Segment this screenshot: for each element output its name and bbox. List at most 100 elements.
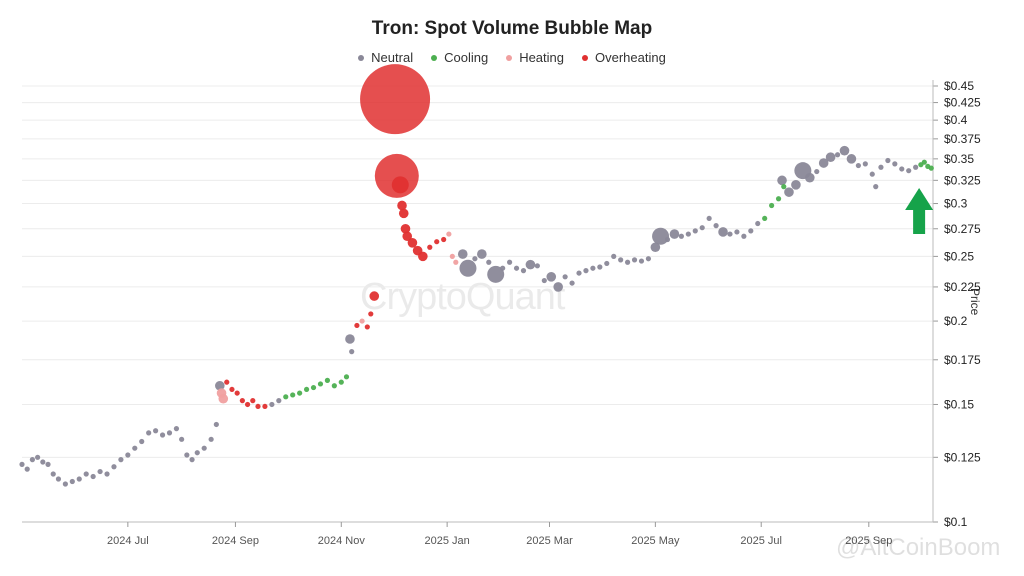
bubble-neutral[interactable] xyxy=(486,259,492,265)
bubble-neutral[interactable] xyxy=(611,253,617,259)
bubble-overheating[interactable] xyxy=(255,403,261,410)
bubble-heating[interactable] xyxy=(453,259,459,265)
bubble-neutral[interactable] xyxy=(76,476,82,482)
bubble-neutral[interactable] xyxy=(664,236,671,243)
bubble-neutral[interactable] xyxy=(194,450,200,456)
bubble-neutral[interactable] xyxy=(457,249,468,259)
bubble-neutral[interactable] xyxy=(19,461,25,467)
bubble-overheating[interactable] xyxy=(239,398,245,404)
bubble-neutral[interactable] xyxy=(500,265,506,271)
bubble-neutral[interactable] xyxy=(777,175,787,186)
bubble-neutral[interactable] xyxy=(638,258,645,264)
bubble-neutral[interactable] xyxy=(132,445,138,451)
bubble-neutral[interactable] xyxy=(215,380,225,391)
bubble-neutral[interactable] xyxy=(839,145,850,156)
bubble-neutral[interactable] xyxy=(269,401,275,408)
bubble-heating[interactable] xyxy=(218,393,229,404)
bubble-overheating[interactable] xyxy=(244,401,251,408)
bubble-neutral[interactable] xyxy=(487,265,505,283)
bubble-neutral[interactable] xyxy=(650,242,661,253)
bubble-overheating[interactable] xyxy=(407,237,418,248)
bubble-neutral[interactable] xyxy=(69,478,75,485)
bubble-overheating[interactable] xyxy=(360,64,431,135)
bubble-overheating[interactable] xyxy=(369,291,380,301)
bubble-neutral[interactable] xyxy=(713,223,719,229)
bubble-neutral[interactable] xyxy=(878,164,884,170)
bubble-neutral[interactable] xyxy=(692,228,698,234)
bubble-neutral[interactable] xyxy=(166,430,173,436)
bubble-neutral[interactable] xyxy=(814,168,820,175)
bubble-cooling[interactable] xyxy=(303,386,310,393)
bubble-neutral[interactable] xyxy=(913,164,919,170)
bubble-neutral[interactable] xyxy=(179,436,185,442)
bubble-overheating[interactable] xyxy=(224,379,230,385)
bubble-neutral[interactable] xyxy=(791,180,801,190)
bubble-overheating[interactable] xyxy=(250,398,256,404)
bubble-neutral[interactable] xyxy=(590,265,596,271)
bubble-overheating[interactable] xyxy=(427,244,433,250)
bubble-neutral[interactable] xyxy=(784,187,794,197)
bubble-cooling[interactable] xyxy=(290,392,296,398)
bubble-overheating[interactable] xyxy=(234,390,240,396)
bubble-neutral[interactable] xyxy=(906,168,912,174)
bubble-neutral[interactable] xyxy=(873,184,879,190)
bubble-overheating[interactable] xyxy=(398,208,409,219)
bubble-neutral[interactable] xyxy=(562,274,568,280)
bubble-neutral[interactable] xyxy=(125,452,131,458)
bubble-neutral[interactable] xyxy=(583,268,589,274)
bubble-neutral[interactable] xyxy=(153,428,159,434)
bubble-neutral[interactable] xyxy=(699,225,705,231)
bubble-cooling[interactable] xyxy=(921,159,927,165)
bubble-overheating[interactable] xyxy=(229,386,235,393)
bubble-overheating[interactable] xyxy=(354,322,360,329)
bubble-neutral[interactable] xyxy=(111,464,117,470)
bubble-neutral[interactable] xyxy=(525,259,536,270)
bubble-overheating[interactable] xyxy=(391,176,409,194)
bubble-overheating[interactable] xyxy=(418,251,428,262)
bubble-neutral[interactable] xyxy=(345,334,355,344)
bubble-neutral[interactable] xyxy=(855,162,861,169)
bubble-overheating[interactable] xyxy=(402,231,413,242)
bubble-neutral[interactable] xyxy=(862,161,868,167)
bubble-neutral[interactable] xyxy=(706,215,712,222)
bubble-neutral[interactable] xyxy=(184,452,190,458)
bubble-neutral[interactable] xyxy=(885,157,891,164)
bubble-cooling[interactable] xyxy=(775,196,782,202)
bubble-neutral[interactable] xyxy=(534,263,540,269)
bubble-neutral[interactable] xyxy=(892,161,898,167)
bubble-overheating[interactable] xyxy=(400,223,411,234)
bubble-neutral[interactable] xyxy=(201,445,207,451)
bubble-cooling[interactable] xyxy=(343,374,350,380)
bubble-neutral[interactable] xyxy=(569,280,575,286)
bubble-neutral[interactable] xyxy=(507,259,513,265)
bubble-neutral[interactable] xyxy=(541,277,547,284)
bubble-neutral[interactable] xyxy=(29,457,36,463)
legend-item-neutral[interactable]: Neutral xyxy=(358,50,413,65)
bubble-neutral[interactable] xyxy=(678,233,684,239)
bubble-neutral[interactable] xyxy=(755,220,761,227)
bubble-cooling[interactable] xyxy=(338,379,344,385)
bubble-neutral[interactable] xyxy=(718,227,728,237)
bubble-neutral[interactable] xyxy=(869,171,875,177)
bubble-neutral[interactable] xyxy=(55,476,62,482)
bubble-cooling[interactable] xyxy=(283,394,289,400)
bubble-neutral[interactable] xyxy=(741,233,747,239)
bubble-cooling[interactable] xyxy=(762,215,768,222)
bubble-overheating[interactable] xyxy=(262,403,268,410)
bubble-neutral[interactable] xyxy=(45,461,51,467)
bubble-neutral[interactable] xyxy=(276,398,282,404)
bubble-neutral[interactable] xyxy=(645,256,652,262)
bubble-neutral[interactable] xyxy=(62,481,68,487)
bubble-neutral[interactable] xyxy=(804,172,815,183)
bubble-neutral[interactable] xyxy=(139,438,145,445)
legend-item-cooling[interactable]: Cooling xyxy=(431,50,488,65)
bubble-cooling[interactable] xyxy=(781,184,787,190)
bubble-neutral[interactable] xyxy=(624,259,631,265)
bubble-neutral[interactable] xyxy=(24,466,30,472)
bubble-neutral[interactable] xyxy=(104,471,110,477)
bubble-neutral[interactable] xyxy=(604,260,610,267)
bubble-neutral[interactable] xyxy=(748,228,754,234)
bubble-overheating[interactable] xyxy=(434,239,440,245)
bubble-neutral[interactable] xyxy=(685,231,691,237)
bubble-neutral[interactable] xyxy=(553,282,563,292)
